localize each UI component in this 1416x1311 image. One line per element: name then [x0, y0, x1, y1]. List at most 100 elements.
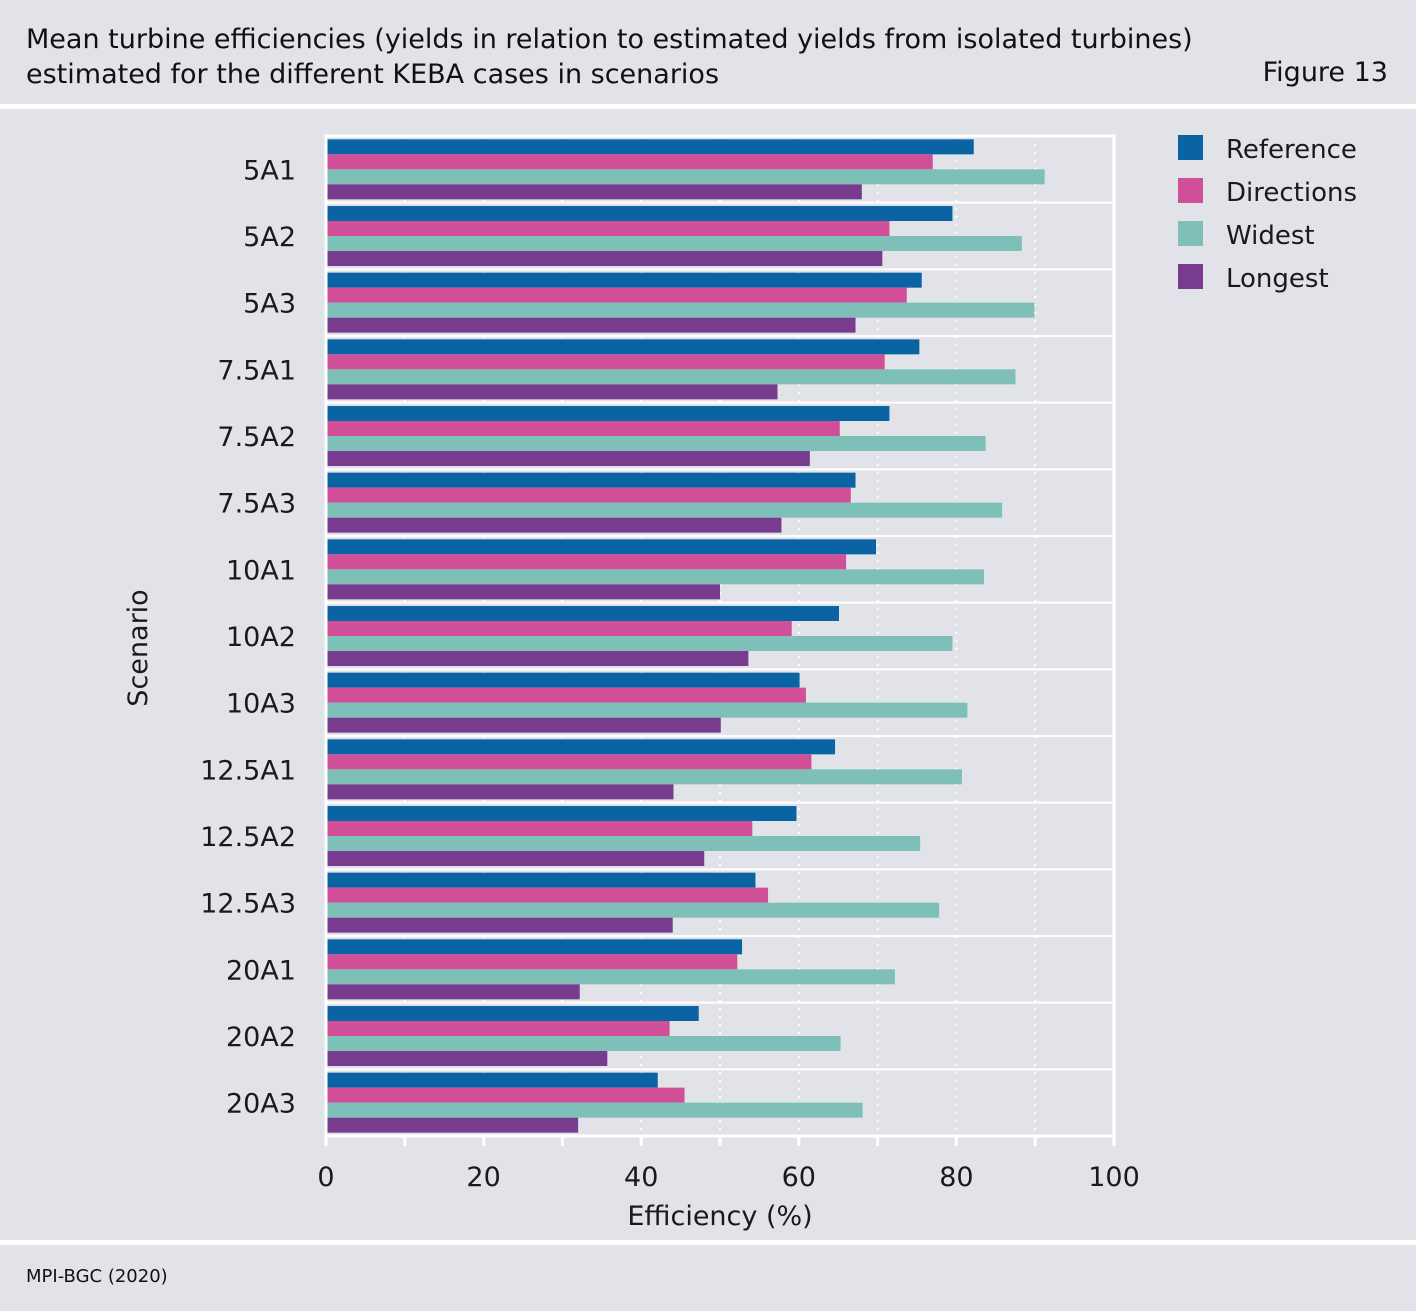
title-line-2: estimated for the different KEBA cases i… [26, 59, 720, 90]
bar-longest-20A2 [326, 1051, 608, 1066]
bar-longest-5A3 [326, 317, 856, 333]
y-tick-label: 12.5A3 [200, 889, 296, 920]
x-tick-label: 40 [624, 1162, 658, 1193]
bar-reference-10A1 [326, 539, 877, 555]
bar-directions-10A2 [326, 621, 792, 636]
figure-label: Figure 13 [1262, 57, 1388, 88]
y-axis-label: Scenario [123, 589, 154, 706]
legend-swatch-directions [1178, 178, 1203, 203]
x-tick-label: 60 [782, 1162, 816, 1193]
y-tick-label: 5A1 [243, 155, 296, 186]
bar-directions-10A3 [326, 687, 806, 703]
bar-directions-7.5A2 [326, 421, 840, 436]
source-note: MPI-BGC (2020) [26, 1266, 168, 1287]
bar-longest-12.5A2 [326, 851, 705, 866]
bar-longest-12.5A3 [326, 917, 673, 933]
bar-directions-20A2 [326, 1021, 670, 1036]
bar-reference-10A2 [326, 606, 839, 621]
bar-longest-20A1 [326, 984, 580, 1000]
legend-swatch-longest [1178, 264, 1203, 289]
bar-longest-12.5A1 [326, 784, 674, 800]
title-line-1: Mean turbine efficiencies (yields in rel… [26, 24, 1193, 55]
y-tick-label: 7.5A1 [217, 355, 296, 386]
bar-widest-5A3 [326, 302, 1035, 318]
bar-widest-20A3 [326, 1102, 863, 1118]
bar-reference-12.5A3 [326, 872, 756, 888]
bar-reference-20A3 [326, 1072, 658, 1088]
bar-widest-7.5A3 [326, 502, 1003, 518]
y-tick-label: 7.5A3 [217, 489, 296, 520]
bar-reference-5A1 [326, 139, 974, 155]
bar-longest-7.5A3 [326, 517, 782, 533]
legend-label-directions: Directions [1226, 178, 1357, 208]
legend-label-reference: Reference [1226, 135, 1357, 165]
bar-directions-10A1 [326, 554, 847, 570]
bar-longest-5A2 [326, 251, 883, 266]
bar-directions-5A2 [326, 221, 890, 236]
bar-directions-20A1 [326, 954, 738, 970]
bar-widest-10A2 [326, 636, 953, 651]
bar-longest-7.5A1 [326, 384, 778, 400]
y-tick-label: 12.5A1 [200, 755, 296, 786]
bar-widest-20A2 [326, 1036, 841, 1051]
bar-directions-7.5A3 [326, 487, 851, 503]
x-tick-label: 100 [1088, 1162, 1140, 1193]
bar-widest-20A1 [326, 969, 895, 985]
bar-longest-20A3 [326, 1117, 579, 1133]
y-tick-label: 5A2 [243, 222, 296, 253]
bar-widest-5A2 [326, 236, 1022, 251]
bar-reference-7.5A1 [326, 339, 920, 355]
y-tick-label: 20A2 [226, 1022, 296, 1053]
bar-directions-7.5A1 [326, 354, 885, 370]
bar-reference-5A2 [326, 206, 953, 221]
bar-reference-20A2 [326, 1006, 699, 1021]
bar-reference-12.5A2 [326, 806, 797, 821]
bar-reference-7.5A2 [326, 406, 890, 421]
bar-directions-12.5A3 [326, 887, 769, 903]
bar-widest-12.5A1 [326, 769, 962, 785]
bar-longest-5A1 [326, 184, 862, 200]
bar-reference-12.5A1 [326, 739, 836, 755]
bar-longest-10A1 [326, 584, 720, 600]
bar-widest-5A1 [326, 169, 1045, 185]
y-tick-label: 5A3 [243, 289, 296, 320]
bar-widest-7.5A2 [326, 436, 986, 451]
x-tick-label: 0 [317, 1162, 334, 1193]
bar-reference-7.5A3 [326, 472, 856, 488]
y-tick-label: 10A1 [226, 555, 296, 586]
bar-widest-12.5A2 [326, 836, 921, 851]
y-tick-label: 20A3 [226, 1089, 296, 1120]
header-divider [0, 104, 1416, 109]
bar-reference-20A1 [326, 939, 743, 955]
legend-swatch-widest [1178, 221, 1203, 246]
legend-swatch-reference [1178, 135, 1203, 160]
y-tick-label: 20A1 [226, 955, 296, 986]
bar-widest-7.5A1 [326, 369, 1016, 385]
footer-divider [0, 1240, 1416, 1245]
chart-title: Mean turbine efficiencies (yields in rel… [26, 22, 1193, 92]
y-tick-label: 10A2 [226, 622, 296, 653]
x-tick-label: 80 [939, 1162, 973, 1193]
legend-label-widest: Widest [1226, 221, 1315, 251]
bar-reference-5A3 [326, 272, 922, 288]
bar-reference-10A3 [326, 672, 800, 688]
bar-widest-10A1 [326, 569, 984, 585]
bar-longest-10A2 [326, 651, 749, 666]
bar-widest-12.5A3 [326, 902, 940, 918]
bar-directions-20A3 [326, 1087, 685, 1103]
bar-directions-12.5A1 [326, 754, 812, 770]
bar-longest-10A3 [326, 717, 721, 733]
bar-directions-5A3 [326, 287, 907, 303]
legend: Reference Directions Widest Longest [1178, 135, 1357, 294]
x-axis: 0 20 40 60 80 100 [317, 1136, 1140, 1193]
bar-widest-10A3 [326, 702, 968, 718]
y-tick-label: 12.5A2 [200, 822, 296, 853]
bars [326, 139, 1045, 1133]
x-tick-label: 20 [466, 1162, 500, 1193]
bar-directions-5A1 [326, 154, 933, 170]
x-axis-label: Efficiency (%) [627, 1201, 812, 1232]
y-tick-label: 7.5A2 [217, 422, 296, 453]
bar-directions-12.5A2 [326, 821, 753, 836]
y-tick-labels: 5A1 5A2 5A3 7.5A1 7.5A2 7.5A3 10A1 10A2 10A3 12.5… [200, 155, 296, 1119]
